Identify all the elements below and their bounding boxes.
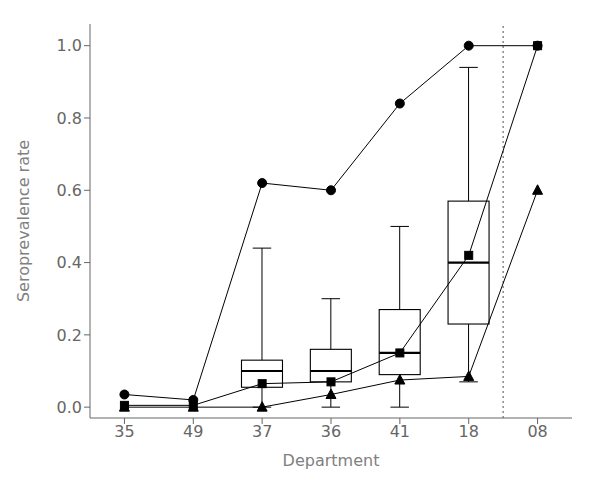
svg-text:1.0: 1.0 bbox=[57, 36, 82, 55]
svg-text:41: 41 bbox=[390, 422, 410, 441]
svg-text:0.2: 0.2 bbox=[57, 326, 82, 345]
svg-text:0.8: 0.8 bbox=[57, 109, 82, 128]
svg-text:35: 35 bbox=[114, 422, 134, 441]
svg-text:49: 49 bbox=[183, 422, 203, 441]
svg-text:08: 08 bbox=[527, 422, 547, 441]
svg-text:0.6: 0.6 bbox=[57, 181, 82, 200]
svg-text:37: 37 bbox=[252, 422, 272, 441]
svg-text:Department: Department bbox=[283, 451, 380, 470]
svg-text:18: 18 bbox=[459, 422, 479, 441]
svg-text:Seroprevalence rate: Seroprevalence rate bbox=[14, 140, 33, 302]
svg-text:0.4: 0.4 bbox=[57, 253, 82, 272]
svg-text:0.0: 0.0 bbox=[57, 398, 82, 417]
svg-text:36: 36 bbox=[321, 422, 341, 441]
